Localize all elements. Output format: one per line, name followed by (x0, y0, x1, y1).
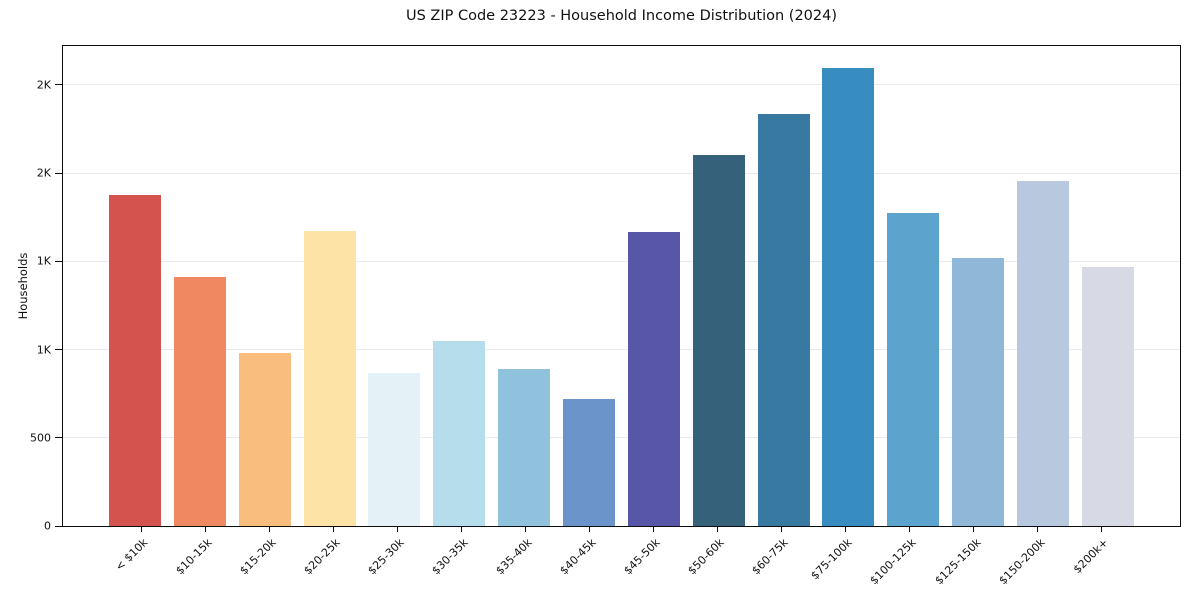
x-tick-label: $50-60k (685, 536, 727, 578)
bar-8 (563, 398, 616, 526)
gridline (63, 349, 1180, 351)
bar-14 (952, 257, 1005, 526)
x-tick (1037, 526, 1039, 532)
gridline (63, 84, 1180, 86)
x-tick (909, 526, 911, 532)
y-tick (55, 525, 62, 527)
x-tick (781, 526, 783, 532)
bar-1 (109, 195, 161, 526)
y-tick (55, 84, 62, 86)
x-tick-label: $150-200k (995, 536, 1048, 588)
x-tick (460, 526, 462, 532)
bar-10 (692, 155, 745, 526)
x-tick-label: $25-30k (365, 536, 407, 578)
x-tick-label: $75-100k (808, 536, 855, 583)
bar-12 (822, 68, 875, 526)
x-tick (204, 526, 206, 532)
x-tick-label: $10-15k (173, 536, 215, 578)
x-tick-label: $20-25k (301, 536, 343, 578)
x-tick-label: $200k+ (1071, 536, 1112, 577)
x-tick (396, 526, 398, 532)
x-tick (268, 526, 270, 532)
bar-16 (1081, 266, 1134, 526)
x-tick-label: $35-40k (493, 536, 535, 578)
y-tick-label: 0 (44, 519, 51, 533)
bars (63, 46, 1180, 526)
x-tick-label: $125-150k (931, 536, 984, 588)
x-tick (1101, 526, 1103, 532)
y-tick (55, 349, 62, 351)
x-tick-label: < $10k (112, 536, 151, 574)
plot-area: 0 500 1K 1K 2K 2K < $10k $10-15k $15-20k $20-25k $… (30, 45, 1181, 587)
bar-3 (238, 353, 291, 526)
bar-7 (498, 368, 551, 526)
x-tick (588, 526, 590, 532)
x-tick-label: $40-45k (557, 536, 599, 578)
x-tick (140, 526, 142, 532)
bar-11 (757, 113, 810, 526)
y-tick (55, 260, 62, 262)
x-tick (845, 526, 847, 532)
bar-15 (1017, 181, 1070, 526)
x-tick (332, 526, 334, 532)
y-tick (55, 172, 62, 174)
x-tick-label: $30-35k (429, 536, 471, 578)
x-tick-label: $60-75k (749, 536, 791, 578)
x-tick-label: $45-50k (621, 536, 663, 578)
y-tick-label: 2K (36, 78, 51, 92)
y-tick-label: 2K (36, 166, 51, 180)
y-tick-label: 1K (36, 254, 51, 268)
gridline (63, 437, 1180, 439)
x-tick (717, 526, 719, 532)
bar-9 (627, 232, 680, 526)
bar-2 (173, 277, 226, 526)
y-tick (55, 437, 62, 439)
x-tick (653, 526, 655, 532)
x-tick-label: $15-20k (237, 536, 279, 578)
x-tick (524, 526, 526, 532)
bar-4 (303, 231, 356, 526)
x-tick-label: $100-125k (867, 536, 919, 588)
y-tick-label: 500 (30, 431, 51, 445)
gridline (63, 260, 1180, 262)
bar-13 (887, 212, 940, 526)
y-tick-label: 1K (36, 343, 51, 357)
bar-5 (368, 373, 421, 526)
chart-title: US ZIP Code 23223 - Household Income Dis… (405, 8, 838, 24)
y-axis-label: Households (16, 252, 30, 320)
bar-6 (433, 340, 486, 526)
x-tick (973, 526, 975, 532)
gridline (63, 172, 1180, 174)
